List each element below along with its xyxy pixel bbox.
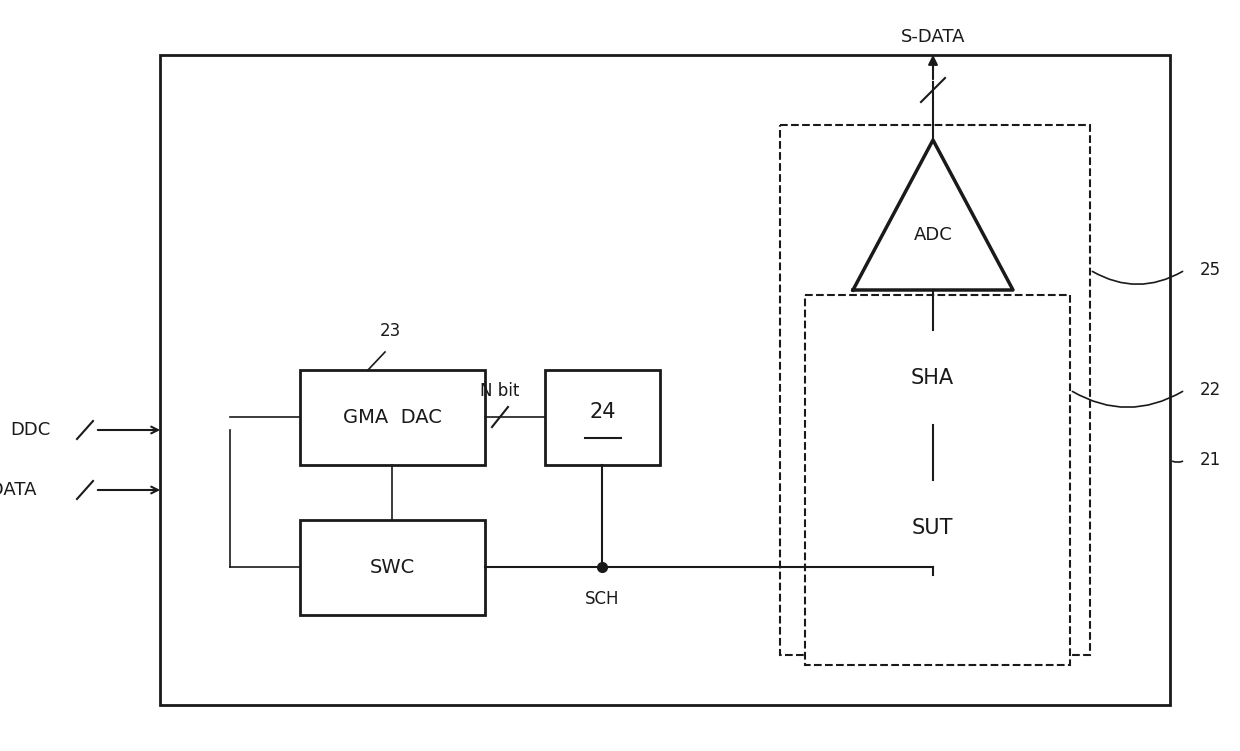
- Bar: [830, 480, 1035, 575]
- Bar: [805, 295, 1070, 665]
- Text: 21: 21: [1199, 451, 1220, 469]
- Text: S-DATA: S-DATA: [900, 28, 965, 46]
- Bar: [160, 55, 1171, 705]
- Text: 22: 22: [1199, 381, 1220, 399]
- Text: 25: 25: [1199, 261, 1220, 279]
- Bar: [300, 520, 485, 615]
- Text: SCH: SCH: [585, 590, 619, 608]
- Text: 24: 24: [589, 403, 616, 423]
- Text: SUT: SUT: [911, 517, 954, 538]
- Text: GMA  DAC: GMA DAC: [343, 408, 441, 427]
- Bar: [830, 330, 1035, 425]
- Text: SHA: SHA: [911, 367, 954, 388]
- Bar: [300, 370, 485, 465]
- Bar: [546, 370, 660, 465]
- Text: DDC: DDC: [10, 421, 50, 439]
- Text: 23: 23: [379, 322, 401, 340]
- Text: N bit: N bit: [480, 382, 520, 400]
- Text: V-DATA: V-DATA: [0, 481, 37, 499]
- Text: SWC: SWC: [370, 558, 415, 577]
- Text: ADC: ADC: [914, 226, 952, 244]
- Bar: [780, 125, 1090, 655]
